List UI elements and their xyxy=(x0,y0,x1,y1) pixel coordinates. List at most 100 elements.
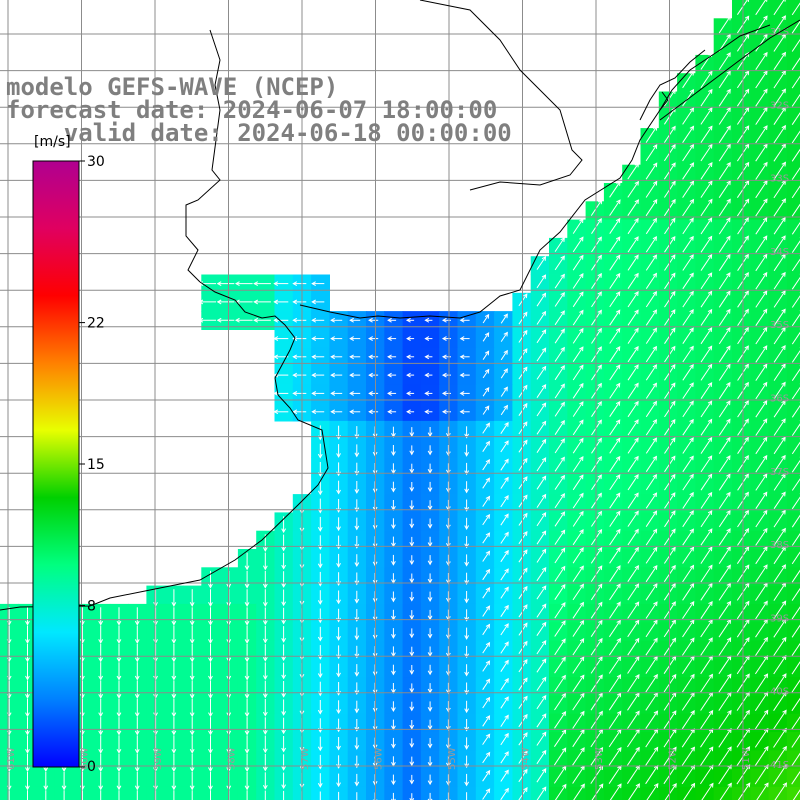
wind-arrow xyxy=(682,345,694,363)
wind-arrow xyxy=(718,52,731,70)
wind-arrow xyxy=(281,626,287,643)
wind-arrow xyxy=(572,437,584,454)
wind-arrow xyxy=(791,475,800,491)
wind-arrow xyxy=(773,399,786,418)
wind-arrow xyxy=(773,509,786,528)
wind-arrow xyxy=(387,409,397,415)
wind-arrow xyxy=(791,35,800,52)
wind-arrow xyxy=(572,327,584,344)
wind-arrow xyxy=(391,554,396,566)
wind-arrow xyxy=(609,346,621,363)
wind-arrow xyxy=(700,290,713,308)
wind-arrow xyxy=(553,729,567,747)
wind-arrow xyxy=(409,463,415,474)
wind-arrow xyxy=(682,546,695,564)
wind-arrow xyxy=(336,480,341,495)
field-cell xyxy=(786,237,800,257)
wind-arrow xyxy=(134,680,140,699)
wind-arrow xyxy=(791,2,800,16)
wind-arrow xyxy=(718,400,731,418)
wind-arrow xyxy=(554,401,565,417)
field-cell xyxy=(695,786,715,800)
wind-arrow xyxy=(718,363,731,381)
wind-arrow xyxy=(718,15,731,34)
wind-arrow xyxy=(645,564,658,583)
wind-arrow xyxy=(682,107,695,125)
wind-arrow xyxy=(387,372,397,378)
wind-arrow xyxy=(682,363,694,381)
wind-arrow xyxy=(354,682,360,696)
wind-arrow xyxy=(198,317,216,323)
wind-arrow xyxy=(500,440,509,453)
field-cell xyxy=(786,73,800,93)
field-cell xyxy=(786,567,800,587)
wind-arrow xyxy=(387,391,397,396)
wind-arrow xyxy=(645,637,658,656)
wind-arrow xyxy=(645,710,659,729)
wind-arrow xyxy=(700,400,713,418)
wind-arrow xyxy=(609,180,621,198)
wind-arrow xyxy=(500,732,509,746)
field-cell xyxy=(567,786,587,800)
wind-arrow xyxy=(153,680,158,699)
wind-arrow xyxy=(25,607,30,626)
wind-arrow xyxy=(500,641,509,654)
wind-arrow xyxy=(354,590,360,604)
field-cell xyxy=(768,786,788,800)
wind-arrow xyxy=(354,554,360,568)
wind-arrow xyxy=(262,735,268,754)
wind-arrow xyxy=(292,354,307,360)
field-cell xyxy=(786,36,800,56)
wind-arrow xyxy=(572,254,584,271)
wind-arrow xyxy=(409,628,415,639)
colorbar-unit: [m/s] xyxy=(34,134,71,150)
wind-arrow xyxy=(464,755,470,769)
wind-arrow xyxy=(554,419,565,435)
wind-arrow xyxy=(536,621,547,636)
wind-arrow xyxy=(773,363,786,381)
wind-arrow xyxy=(554,273,565,289)
wind-arrow xyxy=(189,735,195,754)
wind-arrow xyxy=(773,271,786,290)
wind-arrow xyxy=(572,273,584,289)
wind-arrow xyxy=(627,272,639,289)
wind-arrow xyxy=(445,627,451,640)
wind-arrow xyxy=(700,637,713,656)
wind-arrow xyxy=(645,162,658,180)
wind-arrow xyxy=(718,528,731,546)
wind-arrow xyxy=(755,363,768,381)
wind-arrow xyxy=(500,604,509,617)
wind-arrow xyxy=(791,53,800,71)
wind-arrow xyxy=(391,481,396,493)
wind-arrow xyxy=(791,752,800,767)
wind-arrow xyxy=(791,383,800,400)
wind-arrow xyxy=(773,709,787,730)
wind-arrow xyxy=(281,736,287,753)
wind-arrow xyxy=(791,72,800,89)
wind-arrow xyxy=(153,735,158,754)
wind-arrow xyxy=(311,299,325,305)
wind-arrow xyxy=(554,474,565,490)
wind-arrow xyxy=(609,254,621,271)
wind-arrow xyxy=(244,589,250,607)
wind-arrow xyxy=(773,418,786,436)
wind-arrow xyxy=(482,405,490,415)
wind-arrow xyxy=(171,589,177,607)
wind-arrow xyxy=(464,554,470,567)
wind-arrow xyxy=(482,678,491,690)
wind-arrow xyxy=(682,125,695,143)
wind-arrow xyxy=(755,491,768,509)
wind-arrow xyxy=(262,570,268,589)
wind-arrow xyxy=(445,445,451,457)
wind-arrow xyxy=(354,609,360,622)
wind-arrow xyxy=(572,583,584,601)
wind-arrow xyxy=(98,753,104,773)
wind-arrow xyxy=(718,637,732,656)
wind-arrow xyxy=(482,350,490,360)
wind-arrow xyxy=(25,625,30,644)
wind-arrow xyxy=(134,643,140,663)
wind-arrow xyxy=(791,273,800,290)
wind-arrow xyxy=(791,108,800,125)
wind-arrow xyxy=(281,754,287,771)
wind-arrow xyxy=(791,145,800,162)
